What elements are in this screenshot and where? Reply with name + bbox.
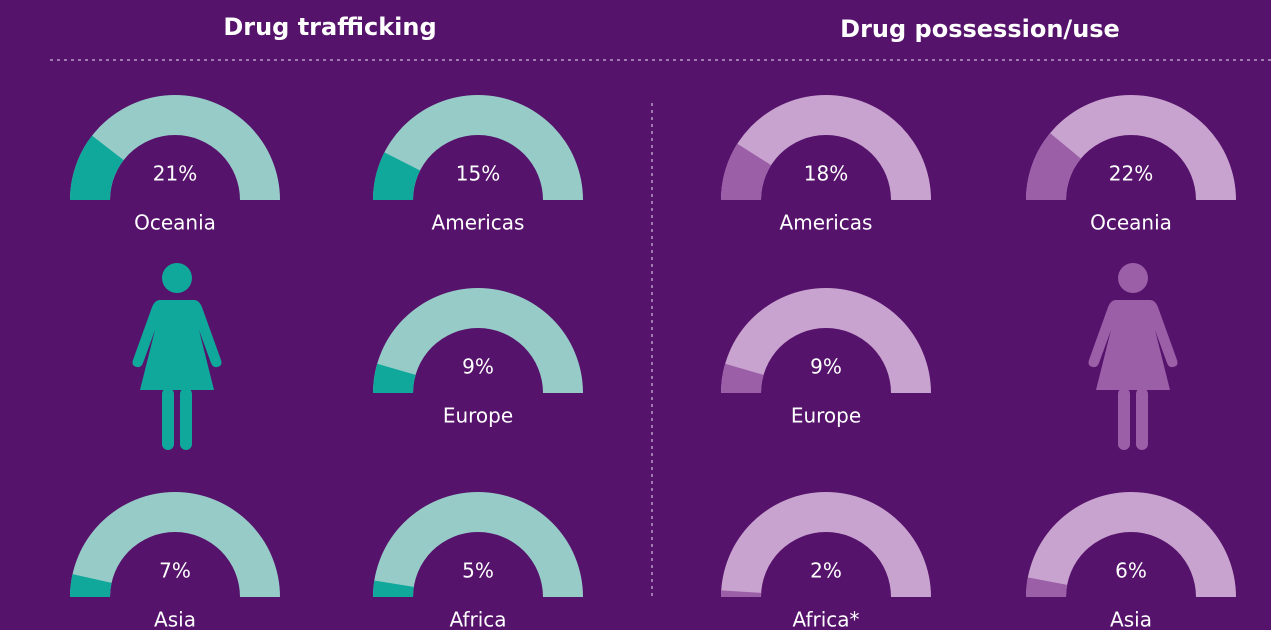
value-label: 2%	[810, 559, 842, 583]
category-label: Oceania	[134, 211, 216, 235]
gauge-fill	[721, 363, 764, 393]
gauge-fill	[70, 574, 112, 597]
gauge-track	[721, 288, 931, 393]
gauge-fill	[1026, 133, 1081, 200]
female-icon	[132, 263, 222, 450]
gauge-fill	[373, 152, 421, 200]
gauge-fill	[721, 143, 772, 200]
panel-title: Drug trafficking	[223, 13, 436, 41]
gauge-track	[721, 95, 931, 200]
gauge-track	[1026, 95, 1236, 200]
gauge-track	[70, 95, 280, 200]
gauge-fill	[373, 363, 416, 393]
category-label: Africa*	[792, 608, 859, 630]
panel-title: Drug possession/use	[840, 15, 1120, 43]
value-label: 18%	[804, 162, 848, 186]
category-label: Asia	[1110, 608, 1152, 630]
category-label: Oceania	[1090, 211, 1172, 235]
value-label: 9%	[810, 355, 842, 379]
gauge-track	[373, 492, 583, 597]
gauge-track	[1026, 492, 1236, 597]
value-label: 6%	[1115, 559, 1147, 583]
value-label: 9%	[462, 355, 494, 379]
gauge-track	[373, 95, 583, 200]
gauge-fill	[1026, 577, 1068, 597]
category-label: Americas	[432, 211, 525, 235]
category-label: Asia	[154, 608, 196, 630]
category-label: Europe	[791, 404, 861, 428]
female-icon	[1088, 263, 1178, 450]
value-label: 5%	[462, 559, 494, 583]
value-label: 21%	[153, 162, 197, 186]
value-label: 15%	[456, 162, 500, 186]
gauge-fill	[373, 580, 414, 597]
gauge-track	[721, 492, 931, 597]
category-label: Africa	[449, 608, 506, 630]
value-label: 22%	[1109, 162, 1153, 186]
gauge-fill	[70, 135, 124, 200]
category-label: Americas	[780, 211, 873, 235]
category-label: Europe	[443, 404, 513, 428]
value-label: 7%	[159, 559, 191, 583]
gauge-track	[70, 492, 280, 597]
gauge-fill	[721, 590, 762, 597]
gauge-track	[373, 288, 583, 393]
